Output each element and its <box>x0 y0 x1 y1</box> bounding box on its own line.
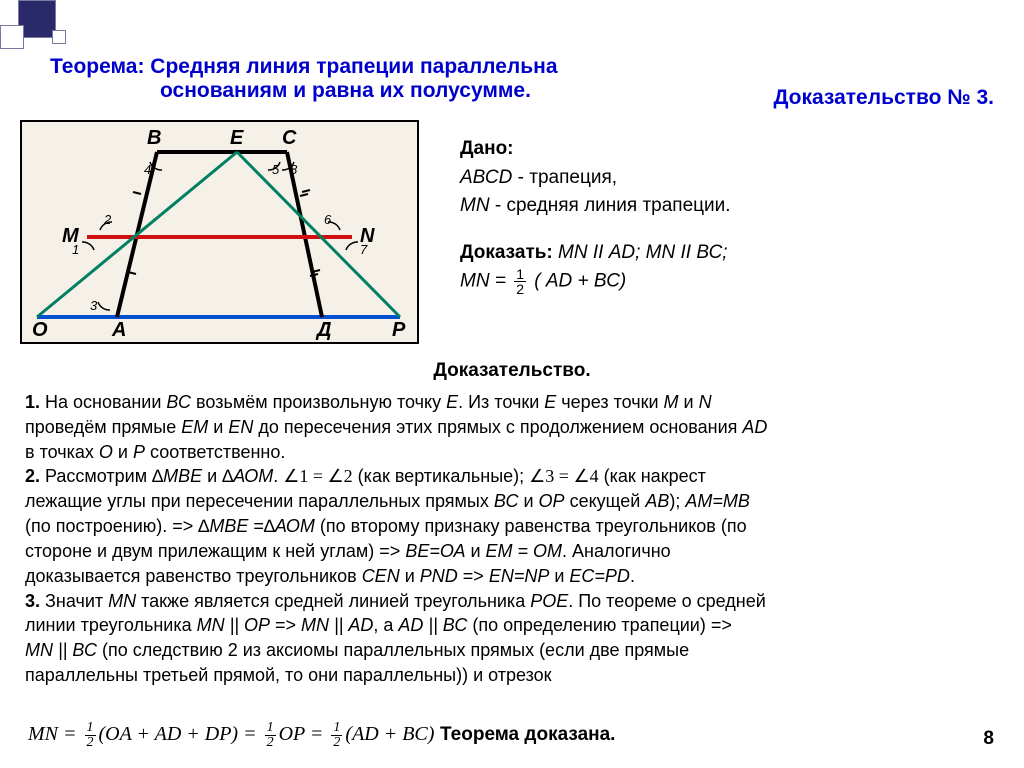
proof-number: Доказательство № 3. <box>773 86 994 110</box>
deco-sq-2 <box>0 25 24 49</box>
diagram-svg: О А Д Р М N В Е С 1 2 3 4 5 6 7 8 <box>22 122 417 342</box>
svg-text:В: В <box>147 127 161 149</box>
svg-text:4: 4 <box>144 162 151 177</box>
given-block: Дано: АВСD - трапеция, МN - средняя лини… <box>460 135 731 296</box>
svg-text:1: 1 <box>72 242 79 257</box>
final-formula: MN = 12(OA + AD + DP) = 12OP = 12(AD + B… <box>28 721 434 750</box>
deco-sq-3 <box>52 30 66 44</box>
page-number: 8 <box>983 728 994 750</box>
svg-text:2: 2 <box>103 212 112 227</box>
svg-text:Р: Р <box>392 319 406 341</box>
given-header: Дано: <box>460 138 514 159</box>
given-mn: МN <box>460 195 490 216</box>
given-abcd: АВСD <box>460 167 512 188</box>
prove-header: Доказать: <box>460 242 553 263</box>
svg-text:С: С <box>282 127 297 149</box>
svg-text:6: 6 <box>324 212 332 227</box>
proof-body: 1. На основании ВС возьмём произвольную … <box>25 390 999 688</box>
title-line1: Теорема: Средняя линия трапеции параллел… <box>50 55 994 79</box>
svg-text:8: 8 <box>290 162 298 177</box>
svg-text:Е: Е <box>230 127 244 149</box>
svg-text:А: А <box>111 319 126 341</box>
svg-text:7: 7 <box>360 242 368 257</box>
theorem-proved: Теорема доказана. <box>440 724 615 746</box>
svg-text:О: О <box>32 319 48 341</box>
svg-text:Д: Д <box>315 319 331 341</box>
title-line2: основаниям и равна их полусумме. <box>160 79 531 103</box>
svg-text:3: 3 <box>90 298 98 313</box>
fraction-half: 12 <box>514 267 526 296</box>
svg-text:5: 5 <box>272 162 280 177</box>
trapezoid-diagram: О А Д Р М N В Е С 1 2 3 4 5 6 7 8 <box>20 120 419 344</box>
proof-header: Доказательство. <box>0 360 1024 382</box>
